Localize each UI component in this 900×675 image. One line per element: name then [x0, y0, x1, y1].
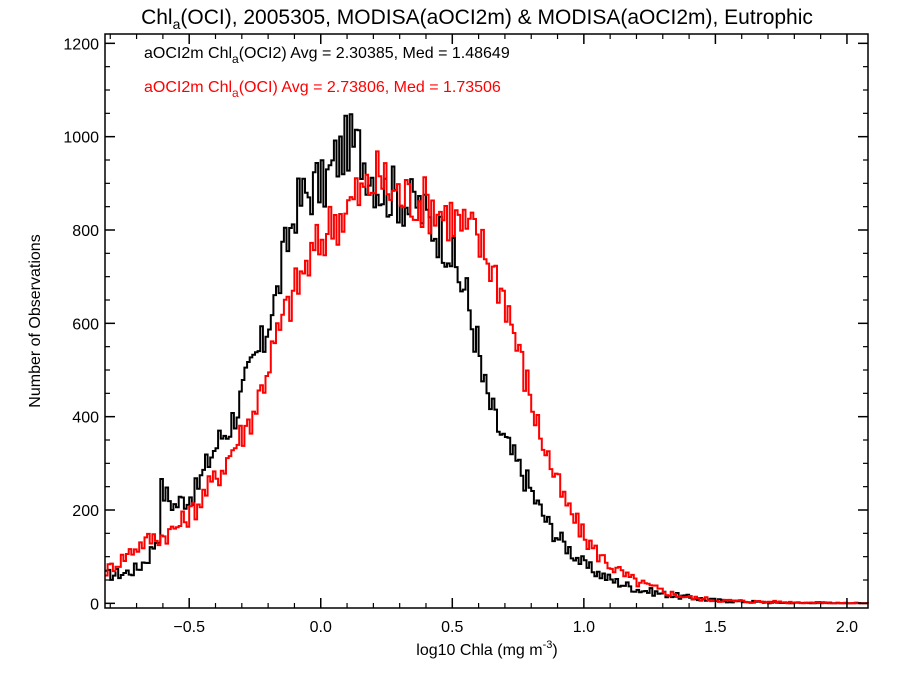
x-axis-label: log10 Chla (mg m-3) [416, 639, 557, 659]
y-tick-label: 1200 [63, 36, 99, 53]
chart-title: Chla(OCI), 2005305, MODISA(aOCI2m) & MOD… [141, 6, 813, 32]
x-tick-label: −0.5 [173, 619, 205, 636]
x-tick-label: 0.5 [441, 619, 463, 636]
series-line-0 [105, 113, 868, 605]
y-tick-label: 800 [72, 223, 99, 240]
x-tick-label: 0.0 [310, 619, 332, 636]
y-tick-label: 0 [90, 596, 99, 613]
x-tick-label: 1.5 [704, 619, 726, 636]
series-line-1 [105, 150, 869, 605]
y-tick-label: 200 [72, 503, 99, 520]
series-layer [105, 113, 869, 605]
y-tick-label: 1000 [63, 130, 99, 147]
x-tick-label: 2.0 [836, 619, 858, 636]
y-axis-label: Number of Observations [27, 234, 44, 407]
plot-frame [104, 33, 869, 609]
legend: aOCI2m Chla(OCI2) Avg = 2.30385, Med = 1… [144, 45, 510, 100]
legend-entry-red: aOCI2m Chla(OCI) Avg = 2.73806, Med = 1.… [144, 79, 501, 100]
y-tick-label: 600 [72, 316, 99, 333]
x-axis: −0.5 0.0 0.5 1.0 1.5 2.0 [109, 34, 858, 636]
x-tick-label: 1.0 [573, 619, 595, 636]
y-axis: 0 200 400 600 800 1000 1200 [63, 36, 868, 613]
legend-entry-black: aOCI2m Chla(OCI2) Avg = 2.30385, Med = 1… [144, 45, 510, 66]
y-tick-label: 400 [72, 410, 99, 427]
